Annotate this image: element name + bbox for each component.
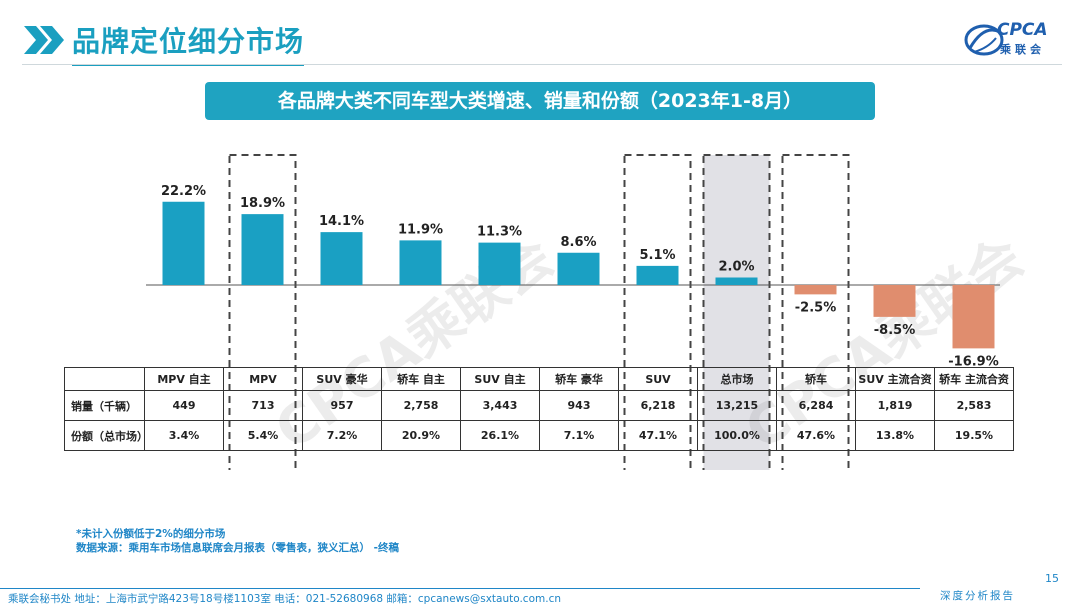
- sales-cell: 2,758: [381, 390, 461, 421]
- table-header-cell: SUV 自主: [460, 367, 540, 391]
- bar-5: [557, 252, 600, 285]
- bar-9: [873, 285, 916, 317]
- cpca-logo-icon: [964, 24, 1004, 56]
- bar-label-4: 11.3%: [477, 225, 522, 240]
- page-title: 品牌定位细分市场: [72, 20, 305, 66]
- bar-6: [636, 265, 679, 285]
- bar-label-8: -2.5%: [795, 300, 836, 315]
- share-cell: 7.2%: [302, 420, 382, 451]
- note-2: 数据来源：乘用车市场信息联席会月报表（零售表，狭义汇总） -终稿: [76, 542, 400, 554]
- share-cell: 47.6%: [776, 420, 856, 451]
- chevron-double-icon: [24, 26, 64, 54]
- share-cell: 5.4%: [223, 420, 303, 451]
- sales-cell: 943: [539, 390, 619, 421]
- sales-cell: 2,583: [934, 390, 1014, 421]
- sales-cell: 6,218: [618, 390, 698, 421]
- table-header-cell: MPV 自主: [144, 367, 224, 391]
- bar-label-7: 2.0%: [718, 260, 754, 275]
- bar-label-10: -16.9%: [948, 354, 999, 369]
- table-row-sales: 销量（千辆） 449 713 957 2,758 3,443 943 6,218 13,215…: [64, 390, 1014, 421]
- page-number: 15: [1045, 572, 1059, 585]
- table-header-cell: 轿车 自主: [381, 367, 461, 391]
- sales-cell: 6,284: [776, 390, 856, 421]
- table-header-cell: SUV 豪华: [302, 367, 382, 391]
- share-cell: 26.1%: [460, 420, 540, 451]
- bar-2: [320, 232, 363, 285]
- table-header-row: MPV 自主 MPV SUV 豪华 轿车 自主 SUV 自主 轿车 豪华 SUV 总市场 轿车 S…: [64, 367, 1014, 391]
- bar-label-3: 11.9%: [398, 222, 443, 237]
- bars-group: [162, 201, 995, 349]
- bar-7: [715, 277, 758, 285]
- sales-cell: 13,215: [697, 390, 777, 421]
- logo-text: CPCA: [997, 20, 1048, 40]
- highlight-box-6: [623, 154, 692, 470]
- header-divider: [22, 64, 1062, 65]
- bar-label-1: 18.9%: [240, 196, 285, 211]
- bar-8: [794, 285, 837, 295]
- table-corner-cell: [64, 367, 145, 391]
- table-header-cell: 轿车: [776, 367, 856, 391]
- table-row-share: 份额（总市场） 3.4% 5.4% 7.2% 20.9% 26.1% 7.1% 47.1% 1…: [64, 420, 1014, 451]
- table-header-cell: SUV: [618, 367, 698, 391]
- bar-labels-group: 22.2% 18.9% 14.1% 11.9% 11.3% 8.6% 5.1% 2.0% -2.…: [161, 184, 999, 370]
- bar-label-0: 22.2%: [161, 184, 206, 199]
- highlight-box-1: [228, 154, 297, 470]
- share-cell: 47.1%: [618, 420, 698, 451]
- table-header-cell: 轿车 主流合资: [934, 367, 1014, 391]
- table-header-cell: 轿车 豪华: [539, 367, 619, 391]
- footer-text: 乘联会秘书处 地址：上海市武宁路423号18号楼1103室 电话：021-526…: [8, 593, 562, 605]
- table-header-cell: MPV: [223, 367, 303, 391]
- bar-1: [241, 214, 284, 285]
- table-header-cell: 总市场: [697, 367, 777, 391]
- bar-label-6: 5.1%: [639, 248, 675, 263]
- share-cell: 20.9%: [381, 420, 461, 451]
- table-header-cell: SUV 主流合资: [855, 367, 935, 391]
- bar-label-5: 8.6%: [560, 235, 596, 250]
- bar-0: [162, 201, 205, 285]
- logo-subtext: 乘联会: [1000, 43, 1045, 56]
- highlight-box-8: [781, 154, 850, 470]
- share-cell: 3.4%: [144, 420, 224, 451]
- bar-4: [478, 242, 521, 285]
- share-cell: 7.1%: [539, 420, 619, 451]
- sales-cell: 449: [144, 390, 224, 421]
- data-table: MPV 自主 MPV SUV 豪华 轿车 自主 SUV 自主 轿车 豪华 SUV 总市场 轿车 S…: [64, 367, 1014, 451]
- sales-cell: 713: [223, 390, 303, 421]
- bar-label-2: 14.1%: [319, 214, 364, 229]
- page-title-wrap: 品牌定位细分市场: [72, 20, 305, 66]
- sales-cell: 3,443: [460, 390, 540, 421]
- report-label: 深度分析报告: [940, 590, 1015, 602]
- sales-cell: 957: [302, 390, 382, 421]
- row-label-sales: 销量（千辆）: [64, 390, 145, 421]
- share-cell: 13.8%: [855, 420, 935, 451]
- chart-title-banner: 各品牌大类不同车型大类增速、销量和份额（2023年1-8月）: [205, 82, 875, 120]
- bar-3: [399, 240, 442, 285]
- bar-10: [952, 285, 995, 349]
- bar-label-9: -8.5%: [874, 323, 915, 338]
- footer-divider: [0, 588, 920, 589]
- note-1: *未计入份额低于2%的细分市场: [76, 528, 226, 540]
- share-cell: 19.5%: [934, 420, 1014, 451]
- row-label-share: 份额（总市场）: [64, 420, 148, 451]
- share-cell: 100.0%: [697, 420, 777, 451]
- notes: *未计入份额低于2%的细分市场 数据来源：乘用车市场信息联席会月报表（零售表，狭…: [76, 527, 399, 555]
- sales-cell: 1,819: [855, 390, 935, 421]
